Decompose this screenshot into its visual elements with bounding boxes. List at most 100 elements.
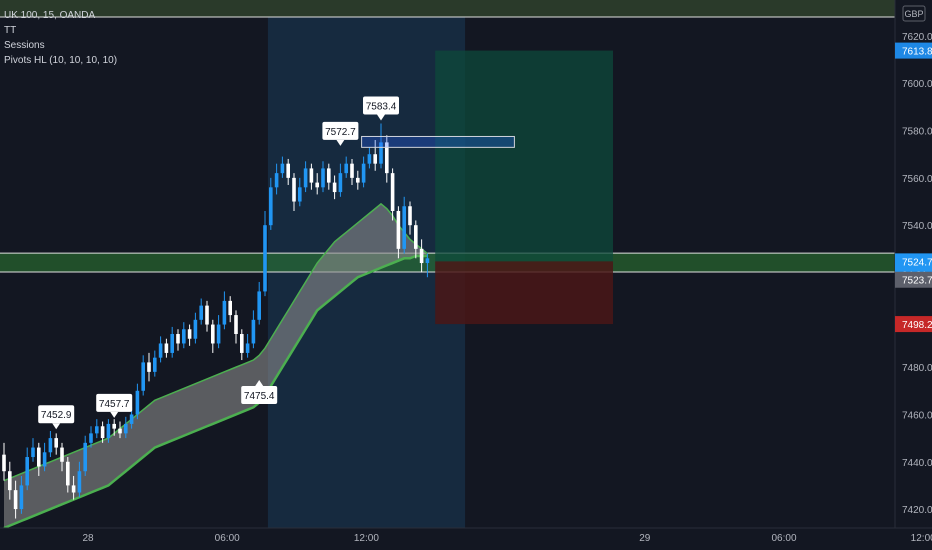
- pivot-bubble: [38, 405, 75, 424]
- indicator-sessions[interactable]: Sessions: [4, 40, 45, 51]
- pivot-pointer: [377, 114, 385, 121]
- price-label-box: [895, 271, 932, 288]
- candle-body: [182, 329, 186, 344]
- candle-body: [332, 182, 337, 193]
- candle-body: [205, 305, 209, 325]
- candle: [234, 310, 238, 344]
- y-tick-label: 7580.0: [902, 127, 932, 138]
- candle: [147, 352, 151, 382]
- x-tick-label: 28: [82, 533, 94, 544]
- candle-body: [19, 485, 24, 510]
- candle-body: [327, 168, 331, 183]
- candle-body: [373, 154, 377, 164]
- price-label-target: 7613.8: [902, 47, 932, 58]
- candle-body: [396, 210, 401, 249]
- candle-body: [338, 173, 343, 193]
- candle: [164, 338, 169, 358]
- candle-body: [350, 163, 354, 178]
- candle: [327, 163, 331, 190]
- candle-body: [158, 343, 163, 358]
- x-tick-label: 12:00: [354, 533, 379, 544]
- candle-body: [361, 163, 366, 183]
- candle: [332, 175, 337, 200]
- candle: [182, 322, 186, 349]
- candle: [37, 442, 41, 476]
- candle-body: [379, 142, 383, 164]
- candle: [408, 201, 412, 235]
- candle: [292, 173, 296, 211]
- position-target-area: [435, 50, 613, 262]
- y-tick-label: 7460.0: [902, 410, 932, 421]
- position-stop-area: [435, 261, 613, 325]
- candle-body: [170, 334, 174, 353]
- price-label-grey: 7523.7: [902, 276, 932, 287]
- candle: [71, 475, 76, 500]
- candle-body: [2, 454, 6, 472]
- candle: [54, 433, 58, 455]
- indicator-pivots[interactable]: Pivots HL (10, 10, 10, 10): [4, 55, 118, 66]
- candle-body: [147, 362, 151, 372]
- candle-body: [71, 485, 76, 493]
- candle-body: [164, 343, 169, 353]
- candle: [112, 419, 116, 436]
- candle: [257, 281, 261, 325]
- candle: [390, 168, 395, 221]
- candle-body: [315, 182, 319, 188]
- candle: [251, 310, 256, 349]
- pivot-value: 7572.7: [325, 127, 356, 138]
- candle-body: [257, 291, 261, 320]
- candle-body: [77, 471, 82, 493]
- candle-body: [356, 177, 360, 183]
- indicator-tt[interactable]: TT: [4, 25, 17, 36]
- candle: [153, 350, 157, 377]
- candle-body: [211, 324, 215, 344]
- candle: [60, 442, 64, 472]
- candle-body: [95, 426, 99, 434]
- candle-body: [286, 163, 290, 178]
- y-tick-label: 7600.0: [902, 79, 932, 90]
- ema-upper-line: [3, 202, 428, 482]
- candle: [356, 170, 360, 190]
- pivot-pointer: [255, 380, 264, 387]
- candle-body: [48, 438, 53, 453]
- candle: [106, 419, 111, 443]
- candle: [83, 435, 87, 476]
- symbol-title[interactable]: UK 100, 15, OANDA: [4, 10, 96, 21]
- price-label-stop: 7498.2: [902, 320, 932, 331]
- chart-legend: UK 100, 15, OANDA TT Sessions Pivots HL …: [4, 8, 117, 68]
- candle-body: [83, 442, 87, 472]
- candle-body: [8, 471, 12, 491]
- candle-body: [367, 154, 372, 164]
- candle-body: [274, 173, 279, 188]
- candle: [379, 123, 383, 169]
- candle-body: [309, 168, 314, 183]
- candle-body: [245, 343, 250, 353]
- candle-body: [193, 319, 198, 339]
- candle-body: [176, 334, 180, 344]
- pivot-value: 7475.4: [244, 391, 275, 402]
- candle: [240, 329, 244, 361]
- candle: [303, 161, 308, 193]
- candle: [176, 329, 180, 351]
- candle: [402, 196, 406, 254]
- currency-button[interactable]: [902, 5, 926, 22]
- candle-body: [402, 206, 406, 249]
- candle-body: [42, 452, 47, 467]
- candle: [199, 298, 203, 325]
- x-tick-label: 06:00: [215, 533, 240, 544]
- pivot-value: 7457.7: [99, 399, 130, 410]
- candle: [228, 296, 232, 323]
- candle: [222, 291, 227, 330]
- candle-body: [89, 433, 93, 443]
- candle: [42, 442, 47, 472]
- pivot-pointer: [110, 411, 119, 418]
- candle: [89, 426, 93, 448]
- price-label-last: 7524.7: [902, 257, 932, 268]
- ema-band-fill: [4, 203, 428, 528]
- candle-body: [240, 334, 244, 353]
- candle: [425, 253, 430, 278]
- candle-body: [408, 206, 412, 226]
- resistance-box: [361, 135, 515, 148]
- candle-body: [414, 225, 418, 249]
